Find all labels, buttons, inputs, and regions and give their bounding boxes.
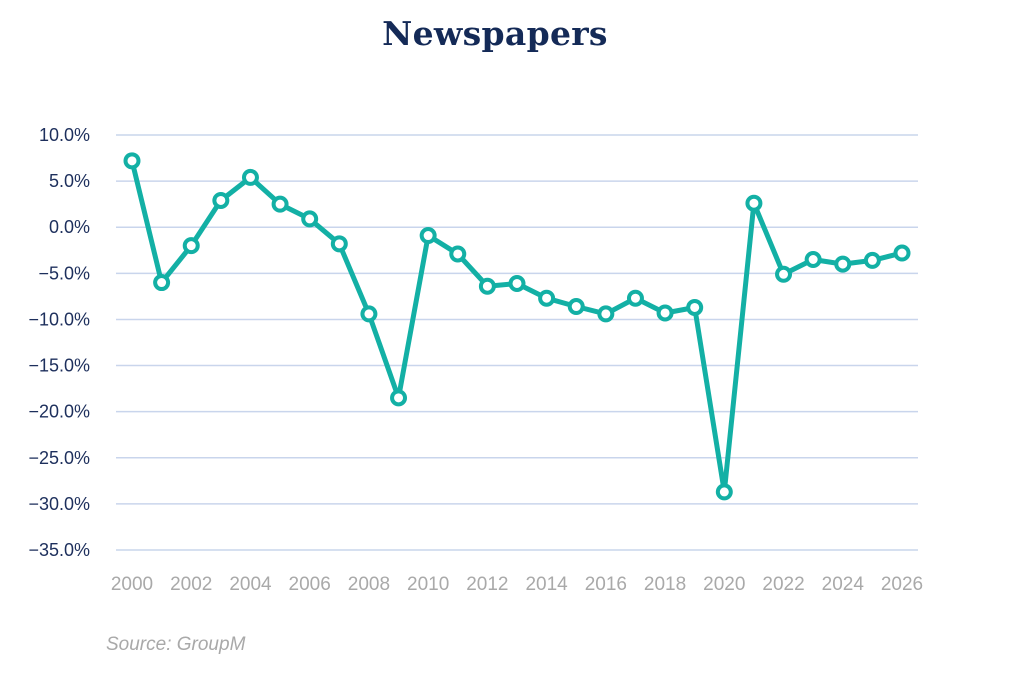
y-tick-label: −5.0% xyxy=(38,263,90,283)
data-point xyxy=(745,194,763,212)
y-tick-label: −15.0% xyxy=(28,356,90,376)
data-point xyxy=(804,251,822,268)
series-line-layer xyxy=(129,158,905,495)
y-tick-label: 10.0% xyxy=(39,125,90,145)
data-point xyxy=(301,210,319,228)
x-tick-label: 2002 xyxy=(170,574,212,595)
y-tick-label: −35.0% xyxy=(28,540,90,560)
data-point xyxy=(182,237,200,255)
x-tick-label: 2012 xyxy=(466,574,508,595)
x-tick-label: 2000 xyxy=(111,574,153,595)
data-point xyxy=(153,274,171,292)
data-point xyxy=(478,277,496,295)
x-tick-label: 2026 xyxy=(881,574,923,595)
x-tick-label: 2014 xyxy=(525,574,568,595)
data-point xyxy=(597,305,615,323)
x-tick-label: 2004 xyxy=(229,574,272,595)
data-point xyxy=(656,304,674,322)
data-point xyxy=(123,152,141,170)
data-point xyxy=(390,389,408,407)
data-point xyxy=(271,195,289,213)
data-point xyxy=(508,274,526,292)
x-tick-label: 2022 xyxy=(762,574,804,595)
data-point xyxy=(834,255,852,273)
data-point xyxy=(241,168,259,186)
data-point xyxy=(775,265,793,283)
y-tick-label: 0.0% xyxy=(49,217,90,237)
chart-title: Newspapers xyxy=(382,14,608,53)
x-tick-label: 2008 xyxy=(348,574,390,595)
data-point xyxy=(360,305,378,323)
data-point xyxy=(212,191,230,209)
x-tick-label: 2006 xyxy=(289,574,331,595)
data-point xyxy=(330,235,348,253)
x-tick-label: 2010 xyxy=(407,574,449,595)
data-points xyxy=(123,152,911,501)
x-tick-label: 2016 xyxy=(585,574,627,595)
data-point xyxy=(419,227,437,245)
data-point xyxy=(567,298,585,316)
data-point xyxy=(449,245,467,263)
y-tick-label: −30.0% xyxy=(28,494,90,514)
y-tick-label: −20.0% xyxy=(28,402,90,422)
gridlines xyxy=(116,134,918,551)
y-axis-tick-labels: 10.0% 5.0% 0.0% −5.0% −10.0% −15.0% −20.0% −25.… xyxy=(28,125,90,560)
y-tick-label: 5.0% xyxy=(49,171,90,191)
y-tick-label: −10.0% xyxy=(28,309,90,329)
data-point xyxy=(626,289,644,307)
data-point xyxy=(715,483,733,501)
y-tick-label: −25.0% xyxy=(28,448,90,468)
source-note: Source: GroupM xyxy=(106,634,246,655)
data-point xyxy=(893,244,911,262)
data-point xyxy=(863,251,881,269)
data-point xyxy=(686,298,704,316)
x-tick-label: 2024 xyxy=(822,574,865,595)
series-line xyxy=(129,158,905,495)
x-tick-label: 2020 xyxy=(703,574,745,595)
x-tick-label: 2018 xyxy=(644,574,686,595)
data-point xyxy=(538,289,556,307)
x-axis-tick-labels: 2000 2002 2004 2006 2008 2010 2012 2014 2016 2018… xyxy=(111,574,923,595)
